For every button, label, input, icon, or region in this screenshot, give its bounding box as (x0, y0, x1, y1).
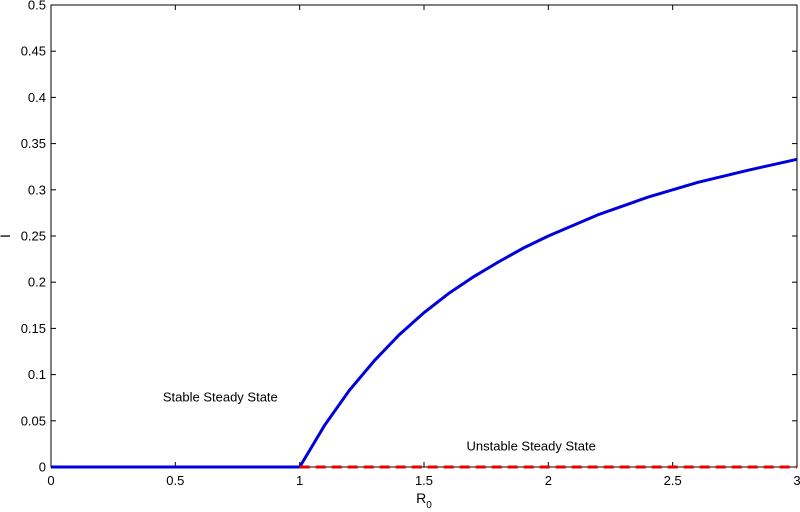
y-tick-label: 0.05 (21, 413, 46, 428)
x-tick-label: 2 (545, 473, 552, 488)
x-axis-label-main: R (416, 490, 426, 506)
y-tick-label: 0.45 (21, 44, 46, 59)
annotation-label: Unstable Steady State (466, 439, 595, 454)
x-axis-label: R0 (416, 490, 432, 511)
y-tick-label: 0.5 (28, 0, 46, 13)
annotation-label: Stable Steady State (163, 390, 278, 405)
x-tick-label: 0 (47, 473, 54, 488)
x-tick-label: 3 (793, 473, 800, 488)
y-tick-label: 0.1 (28, 367, 46, 382)
series-layer (51, 157, 798, 469)
annotations: Stable Steady State Unstable Steady State (163, 390, 596, 454)
y-tick-label: 0.4 (28, 90, 46, 105)
x-tick-label: 1 (296, 473, 303, 488)
x-axis-label-subscript: 0 (426, 500, 432, 511)
x-axis-ticks: 0 0.5 1 1.5 2 2.5 3 (47, 5, 800, 488)
y-tick-label: 0.2 (28, 275, 46, 290)
x-tick-label: 1.5 (415, 473, 433, 488)
x-tick-label: 0.5 (166, 473, 184, 488)
y-tick-label: 0 (39, 460, 46, 475)
y-tick-label: 0.25 (21, 229, 46, 244)
y-axis-ticks: 0 0.05 0.1 0.15 0.2 0.25 0.3 0.35 0.4 0.45 0.5 (21, 0, 797, 475)
series-line-1 (298, 157, 798, 468)
x-tick-label: 2.5 (664, 473, 682, 488)
y-tick-label: 0.15 (21, 321, 46, 336)
y-axis-label: I (0, 234, 13, 238)
y-tick-label: 0.35 (21, 136, 46, 151)
y-tick-label: 0.3 (28, 182, 46, 197)
